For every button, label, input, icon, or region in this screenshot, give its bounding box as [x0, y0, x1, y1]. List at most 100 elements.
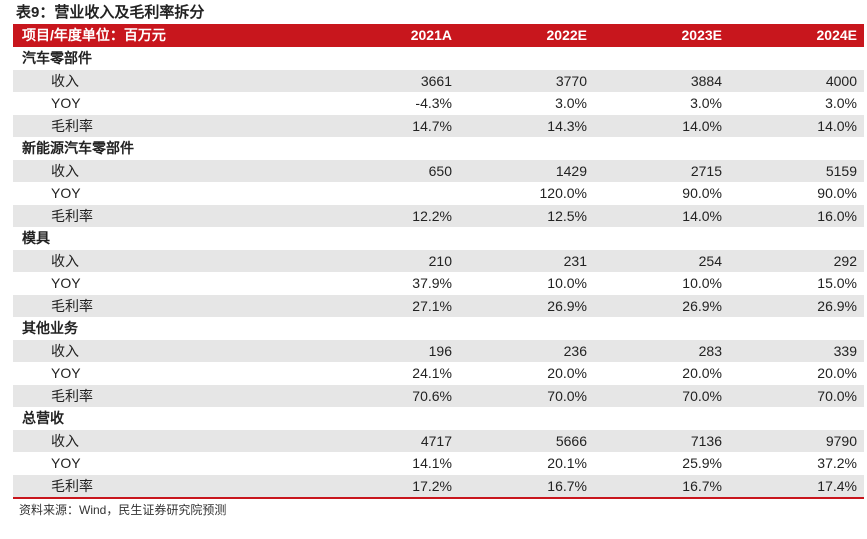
- header-label: 项目/年度单位：百万元: [13, 24, 324, 47]
- row-label: YOY: [51, 365, 81, 382]
- section-label: 新能源汽车零部件: [13, 137, 864, 160]
- row-label: YOY: [51, 275, 81, 292]
- cell-value: 90.0%: [682, 185, 722, 202]
- header-year: 2022E: [459, 24, 594, 47]
- cell-value: 339: [729, 339, 864, 362]
- table-title: 表9：营业收入及毛利率拆分: [16, 4, 205, 21]
- cell-value: 26.9%: [729, 294, 864, 317]
- cell-value: 2715: [594, 159, 729, 182]
- table-row: YOY 14.1% 20.1% 25.9% 37.2%: [13, 452, 864, 475]
- cell-value: 10.0%: [682, 275, 722, 292]
- cell-value: 20.0%: [547, 365, 587, 382]
- cell-value: 12.2%: [324, 204, 459, 227]
- row-label: 收入: [13, 429, 324, 452]
- cell-value: 26.9%: [594, 294, 729, 317]
- cell-value: 37.2%: [817, 455, 857, 472]
- table-row: 收入 3661 3770 3884 4000: [13, 69, 864, 92]
- cell-value: 14.0%: [594, 204, 729, 227]
- row-label: 收入: [13, 339, 324, 362]
- row-label: 毛利率: [13, 474, 324, 499]
- cell-value: [324, 182, 459, 205]
- header-year: 2024E: [729, 24, 864, 47]
- row-label: YOY: [51, 455, 81, 472]
- cell-value: 3884: [594, 69, 729, 92]
- cell-value: 210: [324, 249, 459, 272]
- cell-value: 26.9%: [459, 294, 594, 317]
- cell-value: 14.7%: [324, 114, 459, 137]
- cell-value: 70.0%: [729, 384, 864, 407]
- cell-value: 70.6%: [324, 384, 459, 407]
- cell-value: 254: [594, 249, 729, 272]
- row-label: 收入: [13, 159, 324, 182]
- section-row: 其他业务: [13, 317, 864, 340]
- cell-value: 90.0%: [817, 185, 857, 202]
- cell-value: 5159: [729, 159, 864, 182]
- row-label: YOY: [51, 185, 81, 202]
- section-row: 模具: [13, 227, 864, 250]
- cell-value: 16.0%: [729, 204, 864, 227]
- cell-value: 7136: [594, 429, 729, 452]
- cell-value: 14.0%: [729, 114, 864, 137]
- header-year: 2021A: [324, 24, 459, 47]
- source-note: 资料来源：Wind，民生证券研究院预测: [19, 503, 227, 517]
- section-label: 总营收: [13, 407, 864, 430]
- cell-value: 20.0%: [682, 365, 722, 382]
- table-row: 收入 4717 5666 7136 9790: [13, 429, 864, 452]
- cell-value: 1429: [459, 159, 594, 182]
- cell-value: 120.0%: [539, 185, 587, 202]
- cell-value: 16.7%: [594, 474, 729, 499]
- row-label: 收入: [13, 69, 324, 92]
- cell-value: 20.1%: [547, 455, 587, 472]
- table-row: 收入 210 231 254 292: [13, 249, 864, 272]
- cell-value: 24.1%: [412, 365, 452, 382]
- section-row: 总营收: [13, 407, 864, 430]
- cell-value: 14.1%: [412, 455, 452, 472]
- cell-value: 10.0%: [547, 275, 587, 292]
- cell-value: 292: [729, 249, 864, 272]
- table-row: YOY 24.1% 20.0% 20.0% 20.0%: [13, 362, 864, 385]
- table-row: 毛利率 17.2% 16.7% 16.7% 17.4%: [13, 474, 864, 499]
- cell-value: 650: [324, 159, 459, 182]
- row-label: 毛利率: [13, 294, 324, 317]
- row-label: 毛利率: [13, 114, 324, 137]
- table-row: 毛利率 12.2% 12.5% 14.0% 16.0%: [13, 204, 864, 227]
- cell-value: 3.0%: [555, 95, 587, 112]
- row-label: YOY: [51, 95, 81, 112]
- cell-value: 37.9%: [412, 275, 452, 292]
- cell-value: 283: [594, 339, 729, 362]
- cell-value: 236: [459, 339, 594, 362]
- section-label: 汽车零部件: [13, 47, 864, 70]
- cell-value: 16.7%: [459, 474, 594, 499]
- cell-value: 14.0%: [594, 114, 729, 137]
- cell-value: 12.5%: [459, 204, 594, 227]
- header-row: 项目/年度单位：百万元 2021A 2022E 2023E 2024E: [13, 24, 864, 47]
- cell-value: 3770: [459, 69, 594, 92]
- cell-value: 196: [324, 339, 459, 362]
- cell-value: 4000: [729, 69, 864, 92]
- revenue-margin-table: 项目/年度单位：百万元 2021A 2022E 2023E 2024E 汽车零部…: [13, 24, 864, 499]
- table-row: 毛利率 27.1% 26.9% 26.9% 26.9%: [13, 294, 864, 317]
- section-row: 汽车零部件: [13, 47, 864, 70]
- cell-value: 15.0%: [817, 275, 857, 292]
- cell-value: -4.3%: [415, 95, 452, 112]
- table-row: 收入 650 1429 2715 5159: [13, 159, 864, 182]
- cell-value: 3.0%: [825, 95, 857, 112]
- cell-value: 17.4%: [729, 474, 864, 499]
- cell-value: 3.0%: [690, 95, 722, 112]
- table-row: 收入 196 236 283 339: [13, 339, 864, 362]
- table-row: YOY 120.0% 90.0% 90.0%: [13, 182, 864, 205]
- table-row: YOY -4.3% 3.0% 3.0% 3.0%: [13, 92, 864, 115]
- section-row: 新能源汽车零部件: [13, 137, 864, 160]
- table-row: 毛利率 14.7% 14.3% 14.0% 14.0%: [13, 114, 864, 137]
- cell-value: 20.0%: [817, 365, 857, 382]
- cell-value: 25.9%: [682, 455, 722, 472]
- cell-value: 9790: [729, 429, 864, 452]
- cell-value: 3661: [324, 69, 459, 92]
- row-label: 收入: [13, 249, 324, 272]
- cell-value: 5666: [459, 429, 594, 452]
- header-year: 2023E: [594, 24, 729, 47]
- row-label: 毛利率: [13, 384, 324, 407]
- cell-value: 4717: [324, 429, 459, 452]
- cell-value: 27.1%: [324, 294, 459, 317]
- cell-value: 70.0%: [594, 384, 729, 407]
